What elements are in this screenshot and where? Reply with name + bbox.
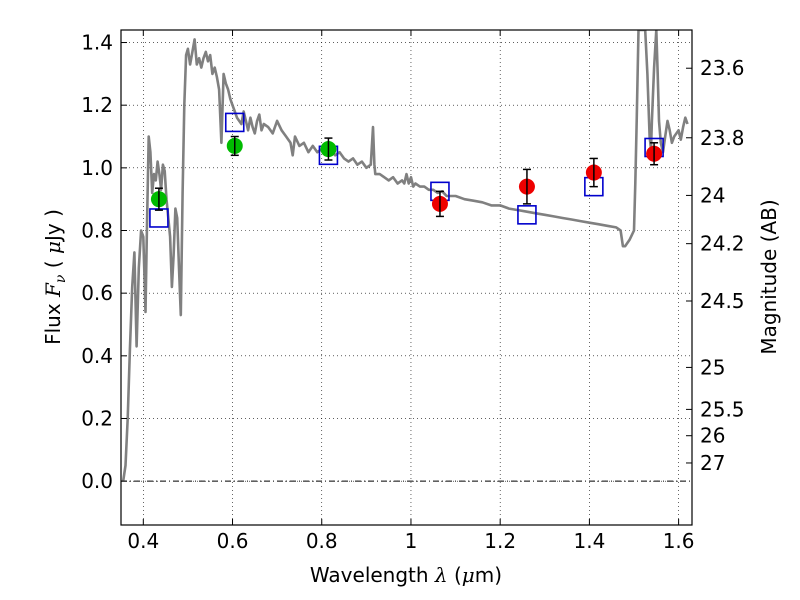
x-axis-label: Wavelength λ (μm)	[310, 563, 502, 587]
y-axis-right-label: Magnitude (AB)	[757, 199, 781, 354]
model-photometry-square	[224, 112, 245, 133]
y-tick-label: 0.0	[81, 469, 113, 493]
x-tick-label: 1	[405, 529, 418, 553]
y-tick-label: 0.2	[81, 406, 113, 430]
y-axis-label: Flux Fν ( μJy )	[41, 209, 69, 345]
x-tick-label: 1.4	[573, 529, 605, 553]
axes-frame	[120, 29, 693, 526]
x-tick-label: 1.2	[484, 529, 516, 553]
grid-lines	[121, 30, 692, 525]
y-tick-label: 1.4	[81, 31, 113, 55]
model-photometry-square	[517, 205, 537, 225]
y-tick-label: 1.0	[81, 156, 113, 180]
right-tick-label: 23.8	[700, 126, 745, 150]
right-tick-label: 27	[700, 451, 725, 475]
ticks: 0.4 0.6 0.8 1 1.2 1.4 1.6 0.0 0.2 0.4 0.6 0.8 1.0 1.2…	[81, 30, 745, 553]
right-tick-label: 25.5	[700, 397, 745, 421]
y-tick-label: 0.6	[81, 281, 113, 305]
x-tick-label: 0.6	[217, 529, 249, 553]
right-tick-label: 26	[700, 424, 725, 448]
model-sed-line	[121, 30, 689, 482]
x-tick-label: 1.6	[663, 529, 695, 553]
y-tick-label: 0.4	[81, 344, 113, 368]
right-tick-label: 23.6	[700, 56, 745, 80]
x-tick-label: 0.8	[306, 529, 338, 553]
right-tick-label: 24.2	[700, 232, 745, 256]
x-tick-label: 0.4	[127, 529, 159, 553]
plot-area	[121, 30, 689, 482]
right-tick-label: 24.5	[700, 289, 745, 313]
y-tick-label: 0.8	[81, 219, 113, 243]
right-tick-label: 24	[700, 183, 725, 207]
model-photometry-square	[149, 208, 169, 228]
right-tick-label: 25	[700, 355, 725, 379]
y-tick-label: 1.2	[81, 93, 113, 117]
